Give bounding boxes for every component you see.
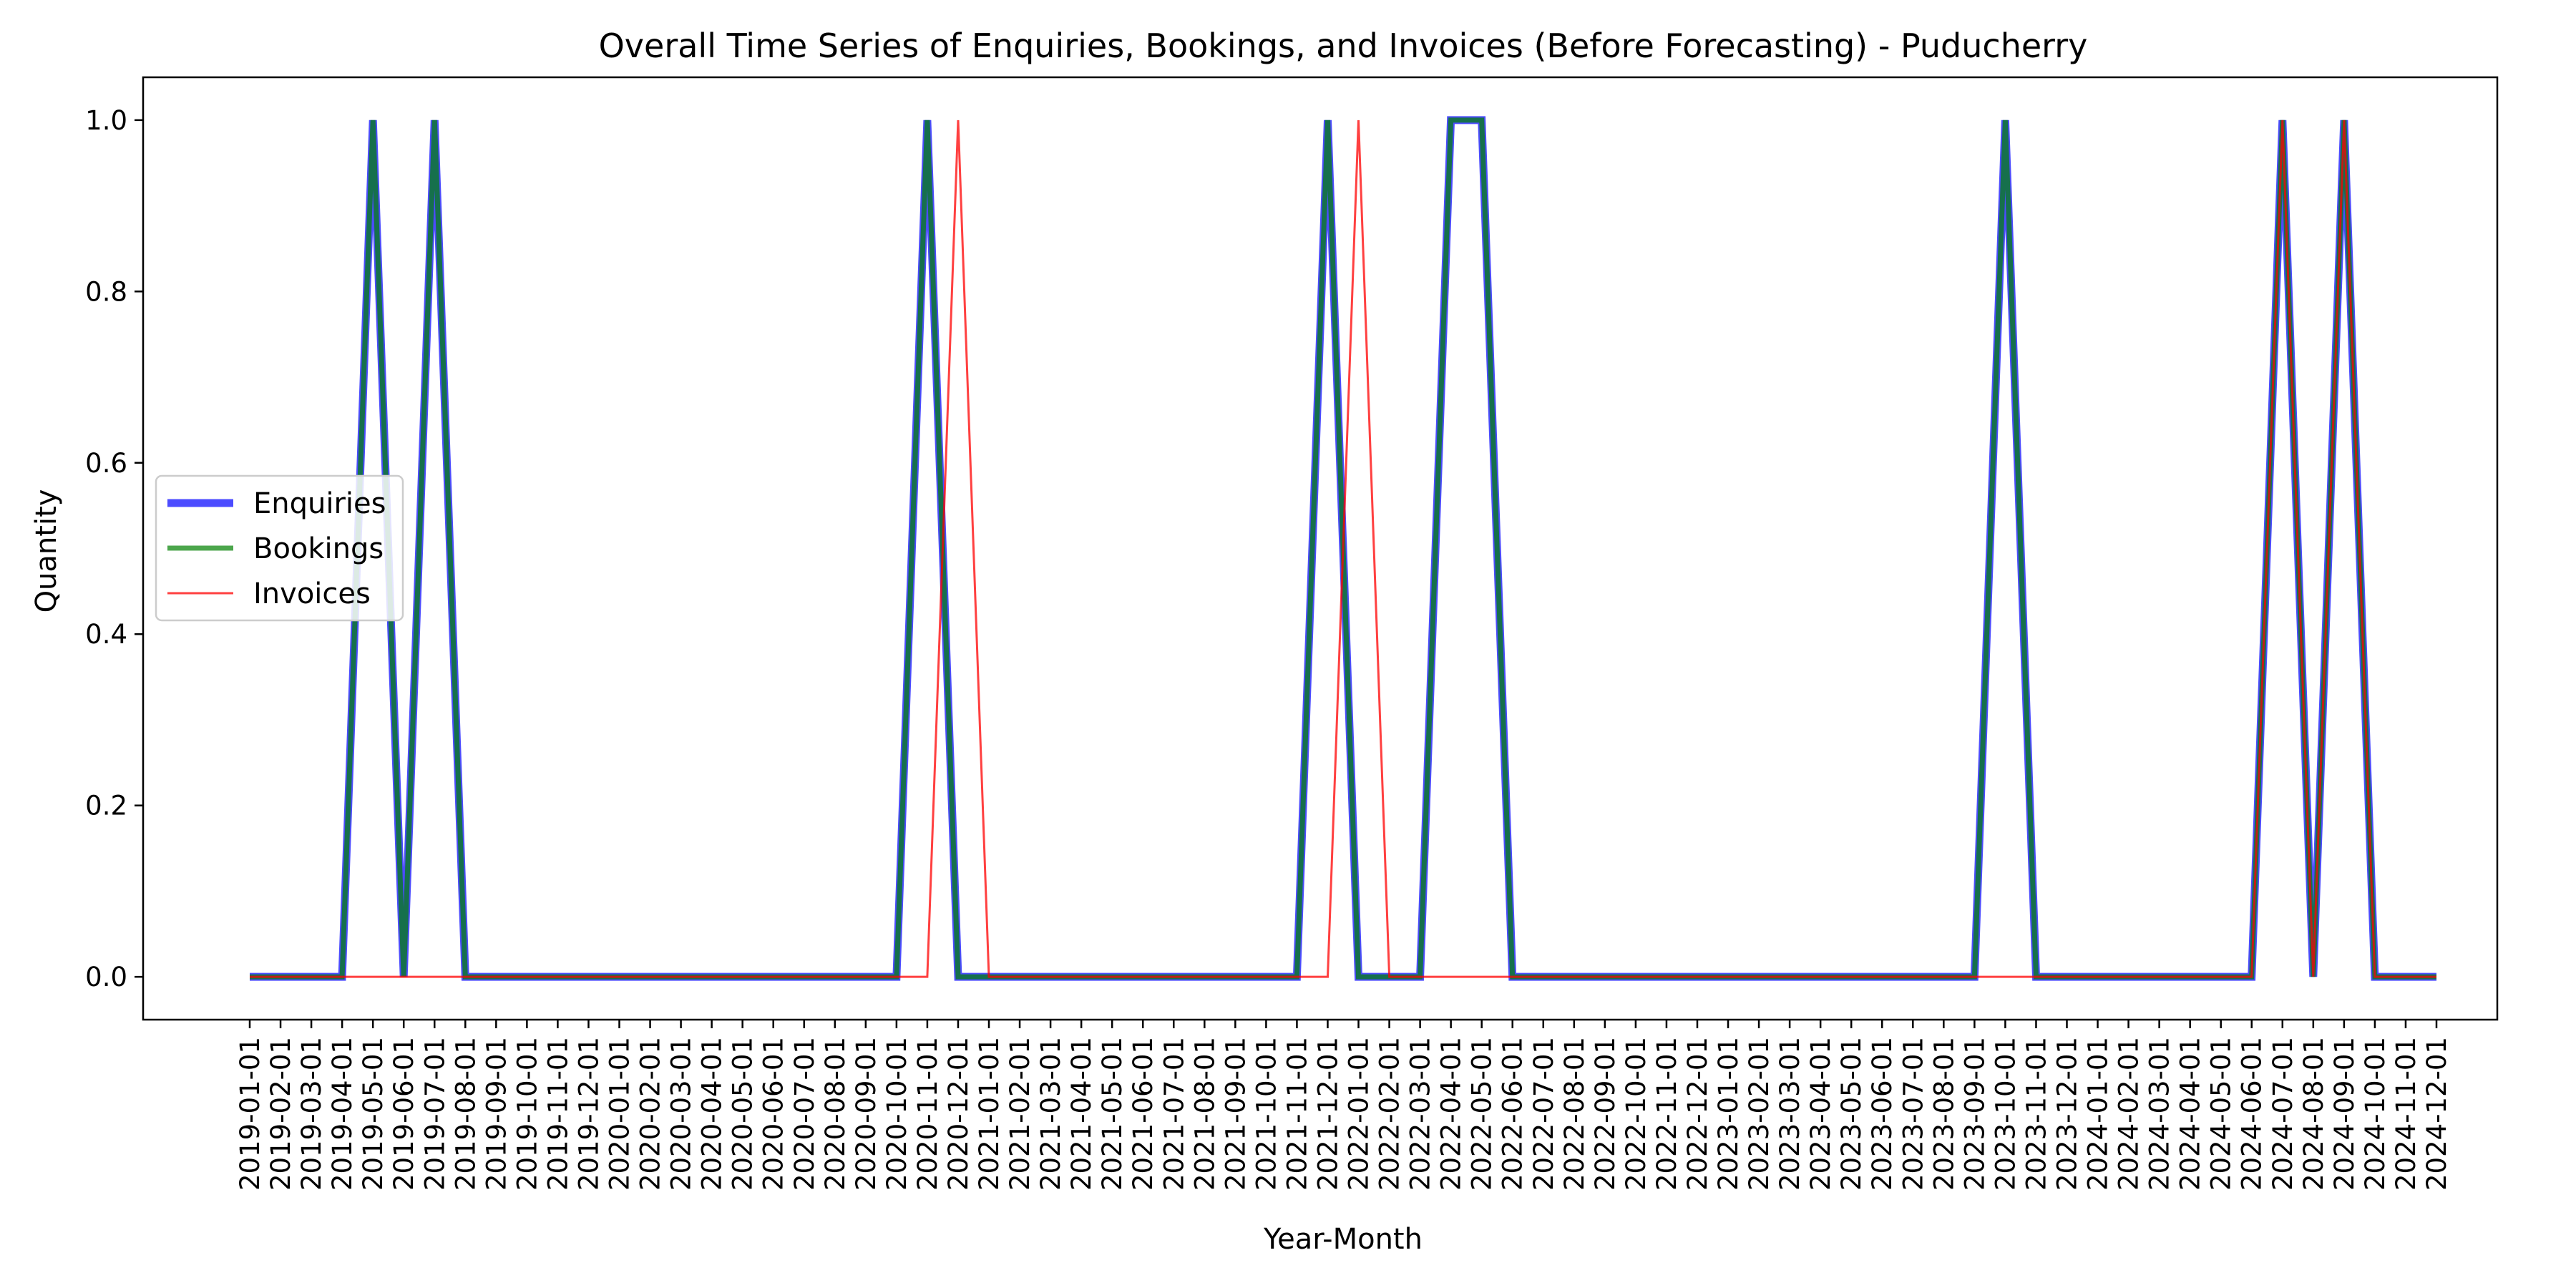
- x-tick-label: 2019-02-01: [265, 1037, 296, 1191]
- x-tick-label: 2019-10-01: [512, 1037, 542, 1191]
- y-tick-label: 0.2: [85, 791, 127, 821]
- x-tick-label: 2022-10-01: [1621, 1037, 1652, 1191]
- x-tick-label: 2024-12-01: [2421, 1037, 2452, 1191]
- y-tick-label: 1.0: [85, 105, 127, 136]
- x-tick-label: 2021-08-01: [1189, 1037, 1220, 1191]
- x-tick-label: 2021-09-01: [1220, 1037, 1251, 1191]
- x-tick-label: 2023-05-01: [1836, 1037, 1867, 1191]
- x-tick-label: 2019-09-01: [481, 1037, 512, 1191]
- x-tick-label: 2020-02-01: [635, 1037, 666, 1191]
- x-tick-label: 2022-06-01: [1498, 1037, 1528, 1191]
- chart-title: Overall Time Series of Enquiries, Bookin…: [599, 26, 2088, 65]
- legend-label-enquiries: Enquiries: [253, 487, 386, 520]
- x-tick-label: 2021-03-01: [1035, 1037, 1066, 1191]
- x-tick-label: 2022-07-01: [1528, 1037, 1559, 1191]
- x-tick-label: 2021-04-01: [1066, 1037, 1097, 1191]
- x-tick-label: 2023-01-01: [1713, 1037, 1744, 1191]
- x-tick-label: 2023-06-01: [1867, 1037, 1898, 1191]
- x-tick-label: 2024-02-01: [2114, 1037, 2145, 1191]
- x-tick-label: 2023-09-01: [1959, 1037, 1990, 1191]
- x-tick-label: 2019-08-01: [450, 1037, 481, 1191]
- x-tick-label: 2023-04-01: [1805, 1037, 1836, 1191]
- x-axis-title: Year-Month: [1263, 1223, 1423, 1256]
- x-tick-label: 2021-11-01: [1282, 1037, 1312, 1191]
- x-tick-label: 2020-11-01: [912, 1037, 943, 1191]
- legend-label-bookings: Bookings: [253, 532, 384, 565]
- series-line-invoices: [250, 119, 2436, 978]
- x-tick-label: 2023-10-01: [1990, 1037, 2021, 1191]
- x-tick-label: 2024-04-01: [2175, 1037, 2206, 1191]
- x-tick-label: 2024-01-01: [2083, 1037, 2114, 1191]
- x-tick-label: 2022-12-01: [1682, 1037, 1713, 1191]
- x-tick-label: 2022-04-01: [1436, 1037, 1467, 1191]
- x-tick-label: 2019-04-01: [327, 1037, 358, 1191]
- x-tick-label: 2020-12-01: [943, 1037, 974, 1191]
- x-tick-label: 2022-03-01: [1405, 1037, 1436, 1191]
- x-tick-label: 2023-07-01: [1898, 1037, 1928, 1191]
- legend: Enquiries Bookings Invoices: [155, 474, 404, 622]
- x-tick-label: 2021-02-01: [1005, 1037, 1035, 1191]
- x-tick-label: 2021-05-01: [1097, 1037, 1128, 1191]
- x-tick-label: 2020-05-01: [728, 1037, 758, 1191]
- x-tick-label: 2019-11-01: [542, 1037, 573, 1191]
- x-tick-label: 2020-03-01: [666, 1037, 697, 1191]
- x-tick-label: 2019-07-01: [419, 1037, 450, 1191]
- x-tick-label: 2023-11-01: [2021, 1037, 2052, 1191]
- x-tick-label: 2024-08-01: [2298, 1037, 2329, 1191]
- y-tick-label: 0.0: [85, 962, 127, 992]
- x-tick-label: 2024-06-01: [2237, 1037, 2268, 1191]
- x-tick-label: 2024-07-01: [2268, 1037, 2298, 1191]
- x-tick-label: 2022-09-01: [1590, 1037, 1621, 1191]
- x-tick-label: 2019-12-01: [574, 1037, 605, 1191]
- x-tick-label: 2019-05-01: [358, 1037, 389, 1191]
- plot-area: [250, 116, 2436, 981]
- x-tick-label: 2020-09-01: [851, 1037, 882, 1191]
- x-tick-label: 2022-01-01: [1344, 1037, 1375, 1191]
- x-tick-label: 2019-03-01: [296, 1037, 327, 1191]
- x-tick-label: 2020-08-01: [820, 1037, 851, 1191]
- x-tick-label: 2021-06-01: [1128, 1037, 1158, 1191]
- x-tick-label: 2021-01-01: [974, 1037, 1005, 1191]
- plot-frame: [142, 76, 2499, 1021]
- x-tick-label: 2023-02-01: [1744, 1037, 1775, 1191]
- x-tick-label: 2024-05-01: [2206, 1037, 2237, 1191]
- x-tick-label: 2023-08-01: [1928, 1037, 1959, 1191]
- x-tick-label: 2020-07-01: [789, 1037, 820, 1191]
- x-tick-label: 2019-06-01: [389, 1037, 419, 1191]
- y-tick-label: 0.4: [85, 619, 127, 650]
- x-tick-label: 2023-12-01: [2052, 1037, 2083, 1191]
- y-tick-label: 0.6: [85, 448, 127, 479]
- x-tick-label: 2021-10-01: [1251, 1037, 1282, 1191]
- x-tick-label: 2020-10-01: [882, 1037, 912, 1191]
- x-tick-label: 2020-01-01: [605, 1037, 635, 1191]
- x-tick-label: 2024-09-01: [2329, 1037, 2360, 1191]
- x-tick-label: 2019-01-01: [235, 1037, 265, 1191]
- x-tick-label: 2022-02-01: [1375, 1037, 1405, 1191]
- legend-box: [155, 474, 404, 622]
- x-tick-label: 2020-06-01: [758, 1037, 789, 1191]
- x-tick-label: 2023-03-01: [1775, 1037, 1805, 1191]
- x-tick-label: 2021-07-01: [1158, 1037, 1189, 1191]
- x-tick-label: 2024-10-01: [2360, 1037, 2391, 1191]
- y-tick-label: 0.8: [85, 276, 127, 307]
- y-axis-title: Quantity: [30, 489, 63, 613]
- x-tick-label: 2022-08-01: [1559, 1037, 1590, 1191]
- x-tick-label: 2024-11-01: [2391, 1037, 2421, 1191]
- x-tick-label: 2021-12-01: [1313, 1037, 1344, 1191]
- legend-label-invoices: Invoices: [253, 577, 371, 610]
- x-tick-label: 2020-04-01: [697, 1037, 728, 1191]
- x-tick-label: 2022-05-01: [1467, 1037, 1498, 1191]
- x-tick-label: 2022-11-01: [1652, 1037, 1682, 1191]
- x-tick-label: 2024-03-01: [2145, 1037, 2175, 1191]
